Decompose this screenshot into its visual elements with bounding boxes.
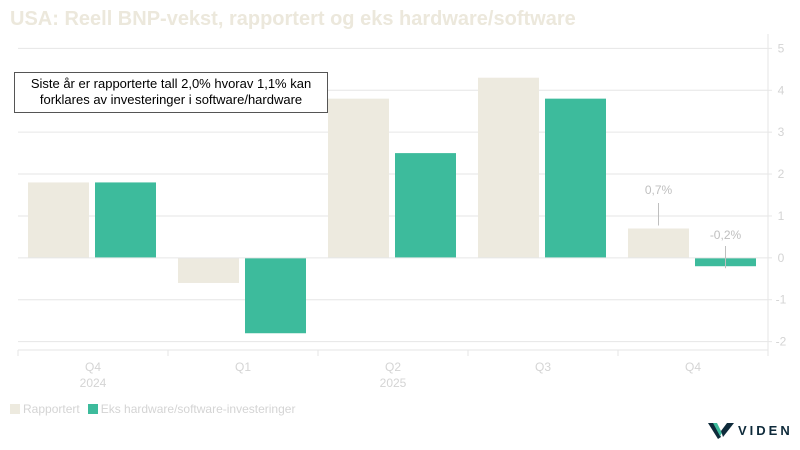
x-tick-label: Q2 bbox=[385, 360, 401, 374]
y-tick-label: 3 bbox=[778, 125, 785, 139]
bar-ex-hardware bbox=[545, 98, 606, 258]
annotation-box: Siste år er rapporterte tall 2,0% hvorav… bbox=[14, 72, 328, 113]
data-label: 0,7% bbox=[645, 183, 673, 197]
y-tick-label: -2 bbox=[776, 335, 787, 349]
y-tick-label: -1 bbox=[776, 293, 787, 307]
chart-title: USA: Reell BNP-vekst, rapportert og eks … bbox=[10, 8, 576, 30]
x-tick-label: Q4 bbox=[85, 360, 101, 374]
y-tick-label: 2 bbox=[778, 167, 785, 181]
annotation-line-1: Siste år er rapporterte tall 2,0% hvorav… bbox=[30, 76, 312, 91]
x-year-label: 2025 bbox=[380, 376, 407, 390]
bar-reported bbox=[178, 257, 239, 283]
logo-wordmark: VIDEN bbox=[738, 422, 793, 438]
bar-reported bbox=[28, 182, 89, 258]
bars bbox=[28, 77, 756, 334]
legend-label-ex-hardware: Eks hardware/software-investeringer bbox=[100, 402, 296, 416]
labels: 0,7% -0,2% bbox=[645, 183, 742, 269]
x-year-label: 2024 bbox=[80, 376, 107, 390]
viden-logo: VIDEN bbox=[708, 421, 793, 439]
gridlines bbox=[18, 47, 768, 343]
y-tick-label: 5 bbox=[778, 41, 785, 55]
axes: -2 -1 0 1 2 3 4 5 Q4 Q1 Q2 Q3 Q4 2024 2025 bbox=[17, 34, 787, 390]
legend-label-reported: Rapportert bbox=[23, 402, 80, 416]
bar-reported bbox=[478, 77, 539, 258]
bar-reported bbox=[628, 228, 689, 258]
y-tick-label: 1 bbox=[778, 209, 785, 223]
data-label: -0,2% bbox=[710, 228, 742, 242]
y-tick-label: 4 bbox=[778, 83, 785, 97]
legend: Rapportert Eks hardware/software-investe… bbox=[10, 402, 300, 416]
x-tick-label: Q3 bbox=[535, 360, 551, 374]
y-tick-label: 0 bbox=[778, 251, 785, 265]
legend-swatch-reported bbox=[10, 404, 20, 414]
bar-ex-hardware bbox=[395, 153, 456, 258]
annotation-line-2: forklares av investeringer i software/ha… bbox=[39, 92, 303, 107]
bar-reported bbox=[328, 98, 389, 258]
x-tick-label: Q1 bbox=[235, 360, 251, 374]
bar-ex-hardware bbox=[95, 182, 156, 258]
viden-logo-icon bbox=[708, 423, 734, 439]
legend-swatch-ex-hardware bbox=[87, 404, 98, 414]
x-tick-label: Q4 bbox=[685, 360, 701, 374]
bar-ex-hardware bbox=[245, 257, 306, 334]
